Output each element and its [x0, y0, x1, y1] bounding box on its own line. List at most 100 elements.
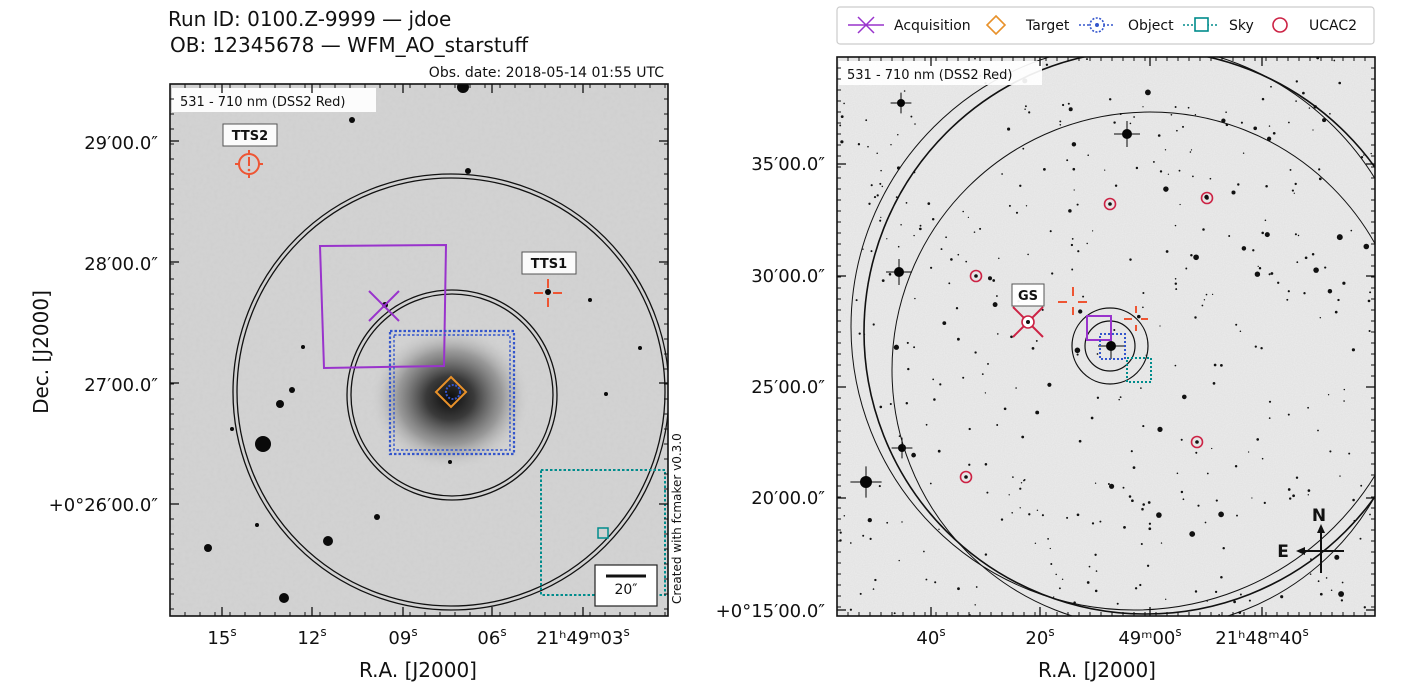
star [1003, 407, 1007, 411]
star [1228, 235, 1231, 237]
star [840, 115, 844, 118]
star [974, 351, 977, 354]
star [1180, 438, 1183, 441]
star [1193, 254, 1199, 261]
star [1170, 113, 1173, 116]
star [1077, 250, 1080, 253]
star [1142, 291, 1145, 295]
star [1135, 166, 1139, 170]
star [1333, 59, 1336, 62]
star [1268, 417, 1271, 419]
star [301, 345, 305, 349]
star [1322, 118, 1327, 123]
star [1070, 243, 1074, 247]
star [1024, 105, 1027, 108]
star [1270, 272, 1274, 275]
star [1160, 542, 1163, 544]
star [1312, 129, 1314, 131]
star [1270, 85, 1272, 88]
gs-label: GS [1018, 289, 1038, 304]
star [1289, 497, 1292, 500]
star [1264, 232, 1270, 238]
star [1165, 598, 1167, 600]
star [881, 279, 885, 282]
tts1-marker [534, 279, 562, 307]
star [984, 392, 987, 394]
star [1181, 394, 1187, 400]
right-xtick-1: 40s [916, 625, 945, 649]
star [1348, 452, 1351, 455]
star [1329, 112, 1331, 115]
star [948, 282, 951, 285]
star [905, 402, 909, 405]
star [1233, 600, 1236, 604]
star [1073, 189, 1075, 191]
credit-text: Created with fcmaker v0.3.0 [670, 433, 684, 604]
star [1174, 282, 1178, 285]
right-image-label: 531 - 710 nm (DSS2 Red) [847, 68, 1013, 83]
star [1297, 234, 1300, 237]
star [1211, 293, 1214, 296]
star [1369, 291, 1372, 294]
star [987, 276, 993, 281]
star [1109, 483, 1115, 489]
star [1352, 498, 1355, 502]
left-ytick-2: 28′00.0″ [84, 254, 158, 275]
star [638, 346, 642, 350]
star [927, 202, 931, 205]
star [1268, 400, 1272, 403]
star [1363, 606, 1366, 609]
star [1008, 494, 1010, 496]
tts1-label: TTS1 [531, 257, 567, 272]
star [1027, 253, 1029, 256]
star [1118, 398, 1120, 401]
star [1343, 400, 1345, 402]
star [1086, 58, 1088, 61]
star [1295, 80, 1298, 83]
star [888, 273, 892, 276]
star [1086, 581, 1090, 584]
star [1187, 106, 1190, 109]
star [1129, 258, 1132, 261]
compass-east: E [1277, 542, 1289, 562]
star [981, 373, 984, 375]
star [1337, 298, 1340, 302]
star [995, 295, 998, 297]
ucac2-marker [969, 269, 983, 283]
right-xtick-2: 20s [1025, 625, 1054, 649]
star [1068, 107, 1073, 112]
star [1218, 511, 1224, 518]
star [1257, 265, 1259, 268]
star [1076, 513, 1080, 517]
star [1036, 509, 1039, 512]
star [1178, 169, 1181, 172]
star [1180, 490, 1184, 494]
star [1277, 281, 1280, 284]
star [1231, 190, 1236, 195]
star [1256, 438, 1260, 441]
star [1292, 494, 1295, 498]
star [1071, 268, 1074, 271]
star [869, 537, 872, 541]
right-ring-thick [863, 57, 1375, 615]
star [1163, 186, 1169, 192]
star [1094, 589, 1098, 593]
star [925, 578, 928, 581]
star [1049, 547, 1051, 550]
star [874, 578, 877, 582]
star [1248, 599, 1251, 602]
ob-line: OB: 12345678 — WFM_AO_starstuff [170, 33, 529, 57]
star [1237, 183, 1240, 186]
star [1049, 230, 1052, 233]
legend-acquisition-icon [848, 16, 884, 34]
left-field-stars [204, 84, 642, 603]
star [1174, 106, 1177, 108]
star [1034, 542, 1037, 544]
star [1303, 292, 1306, 295]
star [1050, 563, 1053, 565]
star [1092, 230, 1094, 232]
star [839, 124, 842, 127]
legend-sky-label: Sky [1229, 18, 1254, 34]
star [1334, 310, 1338, 314]
